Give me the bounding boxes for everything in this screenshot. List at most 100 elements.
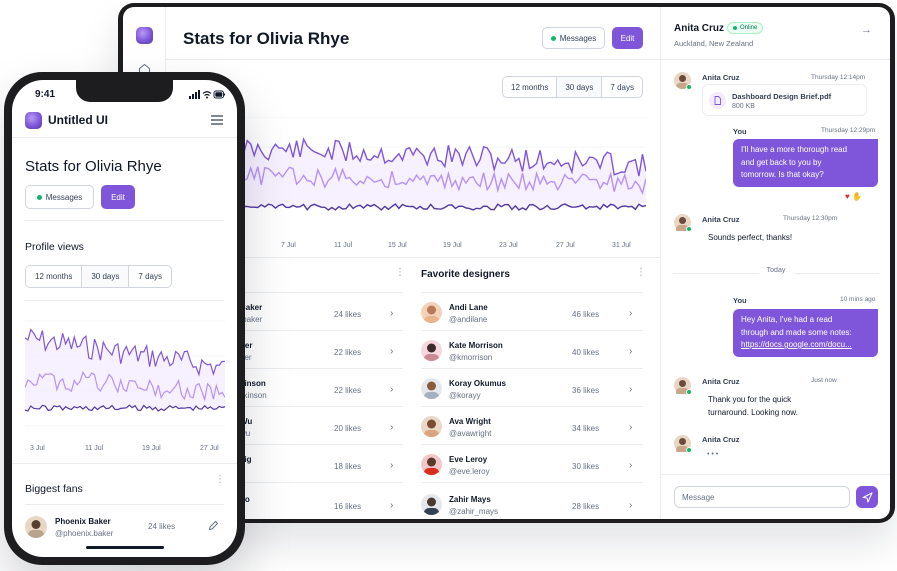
list-item[interactable]: Baker .baker 24 likes › [166,292,403,330]
list-item[interactable]: Ava Wright @avawright 34 likes › [421,406,643,444]
axis-tick-label: 15 Jul [388,242,407,249]
list-item[interactable]: Eve Leroy @eve.leroy 30 likes › [421,444,643,482]
message-sender: Anita Cruz [702,215,740,224]
message-time: Thursday 12:14pm [811,74,866,81]
chevron-right-icon[interactable]: › [390,500,394,511]
page-title: Stats for Olivia Rhye [25,158,162,175]
avatar [421,416,442,437]
chevron-right-icon[interactable]: › [629,308,633,319]
axis-tick-label: 11 Jul [334,242,353,249]
status-time: 9:41 [35,89,56,100]
chevron-right-icon[interactable]: › [629,500,633,511]
list-item[interactable]: Koray Okumus @korayy 36 likes › [421,368,643,406]
logo-icon[interactable] [136,27,153,44]
chevron-right-icon[interactable]: › [390,384,394,395]
avatar [674,377,692,396]
online-dot-icon [733,26,737,30]
list-item[interactable]: Wu wu 20 likes › [166,406,403,444]
doc-link[interactable]: https://docs.google.com/docu... [741,340,852,349]
message-time: Thursday 12:30pm [783,215,838,222]
favorites-more-icon[interactable]: ⋮ [636,267,646,278]
logo-icon[interactable] [25,112,42,129]
arrow-right-icon[interactable]: → [861,24,872,36]
messages-button[interactable]: Messages [25,185,94,209]
list-item[interactable]: Kate Morrison @kmorrison 40 likes › [421,330,643,368]
home-indicator [86,546,164,549]
range-30-days[interactable]: 30 days [557,77,603,97]
message-time: 10 mins ago [840,296,876,303]
avatar [421,494,442,515]
chat-panel: Anita Cruz Online Auckland, New Zealand … [660,7,890,519]
messages-button[interactable]: Messages [542,27,605,49]
range-30-days[interactable]: 30 days [82,266,130,287]
axis-tick-label: 3 Jul [30,445,45,452]
avatar [25,516,47,538]
chevron-right-icon[interactable]: › [629,384,633,395]
message-time: Thursday 12:29pm [821,127,876,134]
typing-indicator: • • • [707,451,719,458]
range-12-months[interactable]: 12 months [26,266,83,287]
divider [12,137,237,138]
send-button[interactable] [856,486,878,508]
menu-icon[interactable] [211,115,223,125]
series-line-top [226,136,646,177]
chat-contact-name: Anita Cruz [674,23,724,34]
brand-name: Untitled UI [48,113,108,127]
fans-more-icon[interactable]: ⋮ [395,267,405,278]
chevron-right-icon[interactable]: › [390,308,394,319]
axis-tick-label: 27 Jul [200,445,219,452]
range-7-days[interactable]: 7 days [610,82,634,92]
online-dot-icon [686,84,692,90]
list-item[interactable]: kinson ilkinson 22 likes › [166,368,403,406]
reactions[interactable]: ♥ ✋ [845,192,862,201]
favorites-title: Favorite designers [421,269,510,280]
range-7-days[interactable]: 7 days [138,272,162,281]
views-line-chart [25,320,225,427]
online-dot-icon [36,194,42,200]
edit-button[interactable]: Edit [612,27,643,49]
more-icon[interactable]: ⋮ [215,474,225,485]
tablet-main: Stats for Olivia Rhye Messages Edit 12 m… [166,7,660,519]
series-line-bottom [226,203,646,211]
avatar [421,340,442,361]
file-icon [709,92,726,109]
edit-button[interactable]: Edit [101,185,135,209]
axis-tick-label: 31 Jul [612,242,631,249]
series-line-top [25,328,225,377]
chevron-right-icon[interactable]: › [390,422,394,433]
chevron-right-icon[interactable]: › [629,346,633,357]
message-input[interactable]: Message [674,486,850,508]
biggest-fans-title: Biggest fans [25,483,83,495]
pencil-icon[interactable] [208,520,219,531]
series-line-middle [25,370,225,402]
phone-screen: 9:41 Untitled UI Stats for Olivia Rhye M… [12,80,237,557]
message-time: Just now [811,377,837,384]
chat-contact-location: Auckland, New Zealand [674,39,754,48]
list-item[interactable]: Zahir Mays @zahir_mays 28 likes › [421,482,643,519]
send-icon [862,492,872,502]
chevron-right-icon[interactable]: › [390,460,394,471]
message-bubble: Hey Anita, I've had a read through and m… [733,309,878,357]
series-line-middle [226,164,646,196]
message-bubble: I'll have a more thorough read and get b… [733,139,878,187]
chevron-right-icon[interactable]: › [390,346,394,357]
views-line-chart [226,117,646,211]
messages-button-label: Messages [559,33,597,43]
online-dot-icon [686,447,692,453]
online-dot-icon [550,35,556,41]
avatar [674,214,692,233]
divider [25,300,224,301]
chevron-right-icon[interactable]: › [629,460,633,471]
axis-tick-label: 23 Jul [499,242,518,249]
status-badge: Online [727,22,764,34]
message-text: Sounds perfect, thanks! [708,233,793,242]
date-divider: Today [661,267,890,279]
phone-device: 9:41 Untitled UI Stats for Olivia Rhye M… [4,72,245,565]
list-item[interactable]: Andi Lane @andilane 46 likes › [421,292,643,330]
chevron-right-icon[interactable]: › [629,422,633,433]
file-attachment[interactable]: Dashboard Design Brief.pdf 800 KB [702,84,867,116]
range-12-months[interactable]: 12 months [503,77,558,97]
axis-tick-label: 19 Jul [443,242,462,249]
list-item[interactable]: ner ner 22 likes › [166,330,403,368]
